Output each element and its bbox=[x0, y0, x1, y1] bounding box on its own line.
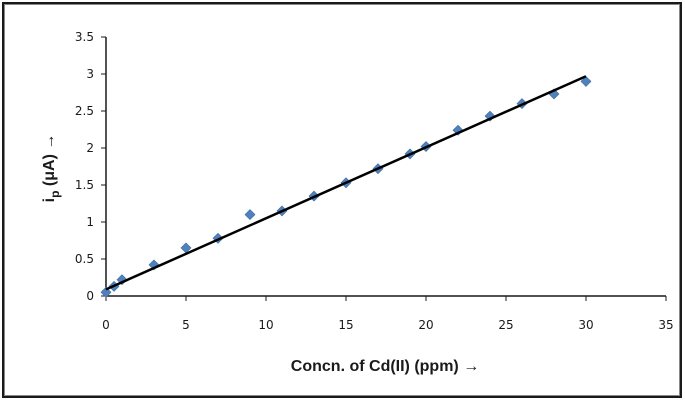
y-axis-title: ip (μA) → bbox=[41, 134, 62, 203]
y-tick-label: 0.5 bbox=[75, 252, 94, 266]
svg-text:ip (μA) →: ip (μA) → bbox=[41, 134, 62, 203]
y-tick-label: 3.5 bbox=[75, 30, 94, 44]
y-tick-label: 1 bbox=[86, 215, 94, 229]
y-tick-label: 0 bbox=[86, 289, 94, 303]
x-tick-label: 5 bbox=[182, 318, 190, 332]
x-tick-label: 25 bbox=[498, 318, 513, 332]
x-tick-label: 10 bbox=[258, 318, 273, 332]
x-tick-label: 30 bbox=[578, 318, 593, 332]
y-axis-title-subscript: p bbox=[48, 191, 62, 198]
y-tick-label: 1.5 bbox=[75, 178, 94, 192]
x-tick-label: 20 bbox=[418, 318, 433, 332]
plot-area: 0 5 10 15 20 25 30 35 0 0.5 1 1.5 2 2.5 3 3.5 bbox=[75, 30, 674, 332]
y-axis-title-main: i bbox=[41, 198, 58, 202]
y-axis-title-rest: (μA) → bbox=[41, 134, 58, 191]
x-tick-label: 0 bbox=[102, 318, 110, 332]
y-tick-label: 2.5 bbox=[75, 104, 94, 118]
x-tick-label: 35 bbox=[658, 318, 673, 332]
y-tick-label: 3 bbox=[86, 67, 94, 81]
x-axis-title: Concn. of Cd(II) (ppm) → bbox=[291, 358, 479, 375]
data-point-diamond bbox=[580, 75, 592, 87]
x-tick-label: 15 bbox=[338, 318, 353, 332]
trendline bbox=[105, 75, 587, 291]
y-tick-label: 2 bbox=[86, 141, 94, 155]
data-point-diamond bbox=[100, 286, 112, 298]
data-point-diamond bbox=[244, 209, 256, 221]
